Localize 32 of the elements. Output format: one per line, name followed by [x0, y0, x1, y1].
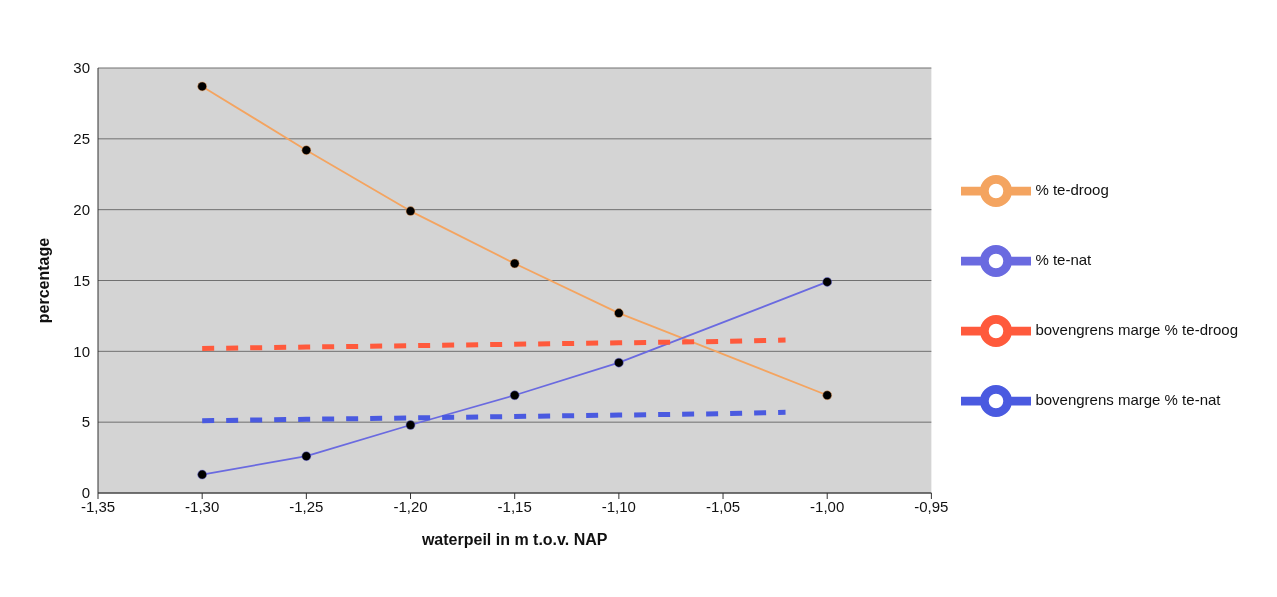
x-axis-title: waterpeil in m t.o.v. NAP: [420, 531, 608, 548]
x-tick-label: -1,20: [393, 497, 428, 515]
point: [822, 390, 832, 400]
y-tick-label: 5: [81, 413, 90, 431]
point: [301, 451, 312, 461]
point: [614, 357, 624, 368]
legend-label: % te-nat: [1035, 250, 1092, 268]
y-tick-label: 30: [73, 59, 90, 77]
point: [405, 206, 416, 216]
y-tick-label: 10: [73, 342, 90, 360]
x-tick-label: -1,25: [289, 497, 324, 515]
legend-label: bovengrens marge % te-nat: [1035, 390, 1221, 408]
y-tick-label: 15: [73, 271, 90, 289]
point: [197, 469, 207, 480]
point: [405, 420, 416, 430]
x-tick-label: -1,05: [705, 497, 741, 515]
x-tick-label: -0,95: [914, 497, 949, 515]
point: [301, 145, 312, 155]
y-tick-label: 20: [73, 200, 90, 218]
point: [822, 277, 832, 287]
point: [614, 308, 624, 318]
x-tick-label: -1,00: [810, 497, 845, 515]
point: [197, 81, 207, 92]
point: [509, 258, 520, 269]
y-axis-title: percentage: [34, 237, 52, 324]
legend-label: % te-droog: [1035, 180, 1109, 198]
y-tick-label: 25: [73, 130, 90, 148]
x-tick-label: -1,10: [601, 497, 636, 515]
point: [509, 390, 520, 400]
x-tick-label: -1,30: [185, 497, 220, 515]
legend-label: bovengrens marge % te-droog: [1035, 320, 1238, 338]
x-tick-label: -1,15: [497, 497, 532, 515]
